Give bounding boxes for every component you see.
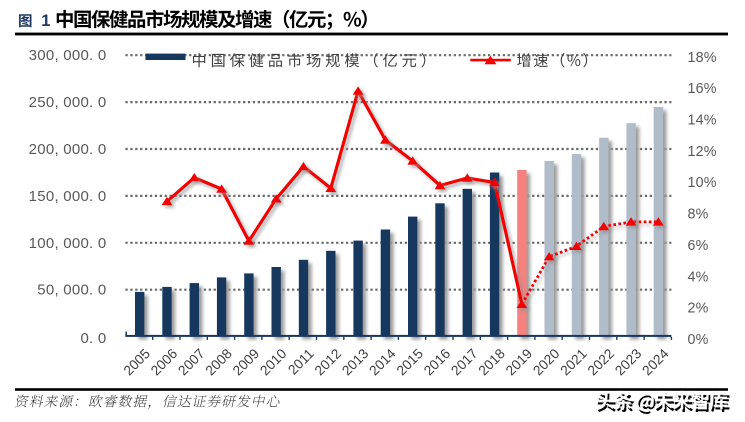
svg-text:200, 000. 0: 200, 000. 0 bbox=[29, 141, 107, 158]
svg-text:0%: 0% bbox=[688, 332, 709, 348]
svg-text:8%: 8% bbox=[688, 207, 709, 223]
svg-text:2%: 2% bbox=[688, 301, 709, 317]
svg-text:100, 000. 0: 100, 000. 0 bbox=[29, 235, 107, 252]
svg-text:6%: 6% bbox=[688, 238, 709, 254]
svg-text:18%: 18% bbox=[688, 50, 717, 66]
svg-text:14%: 14% bbox=[688, 113, 717, 129]
svg-text:250, 000. 0: 250, 000. 0 bbox=[29, 94, 107, 111]
svg-text:300, 000. 0: 300, 000. 0 bbox=[29, 47, 107, 64]
svg-text:150, 000. 0: 150, 000. 0 bbox=[29, 188, 107, 205]
svg-text:50, 000. 0: 50, 000. 0 bbox=[37, 282, 106, 299]
svg-text:0. 0: 0. 0 bbox=[80, 330, 106, 347]
svg-text:1: 1 bbox=[41, 12, 50, 30]
svg-text:16%: 16% bbox=[688, 81, 717, 97]
svg-text:4%: 4% bbox=[688, 269, 709, 285]
svg-text:10%: 10% bbox=[688, 175, 717, 191]
svg-text:12%: 12% bbox=[688, 144, 717, 160]
